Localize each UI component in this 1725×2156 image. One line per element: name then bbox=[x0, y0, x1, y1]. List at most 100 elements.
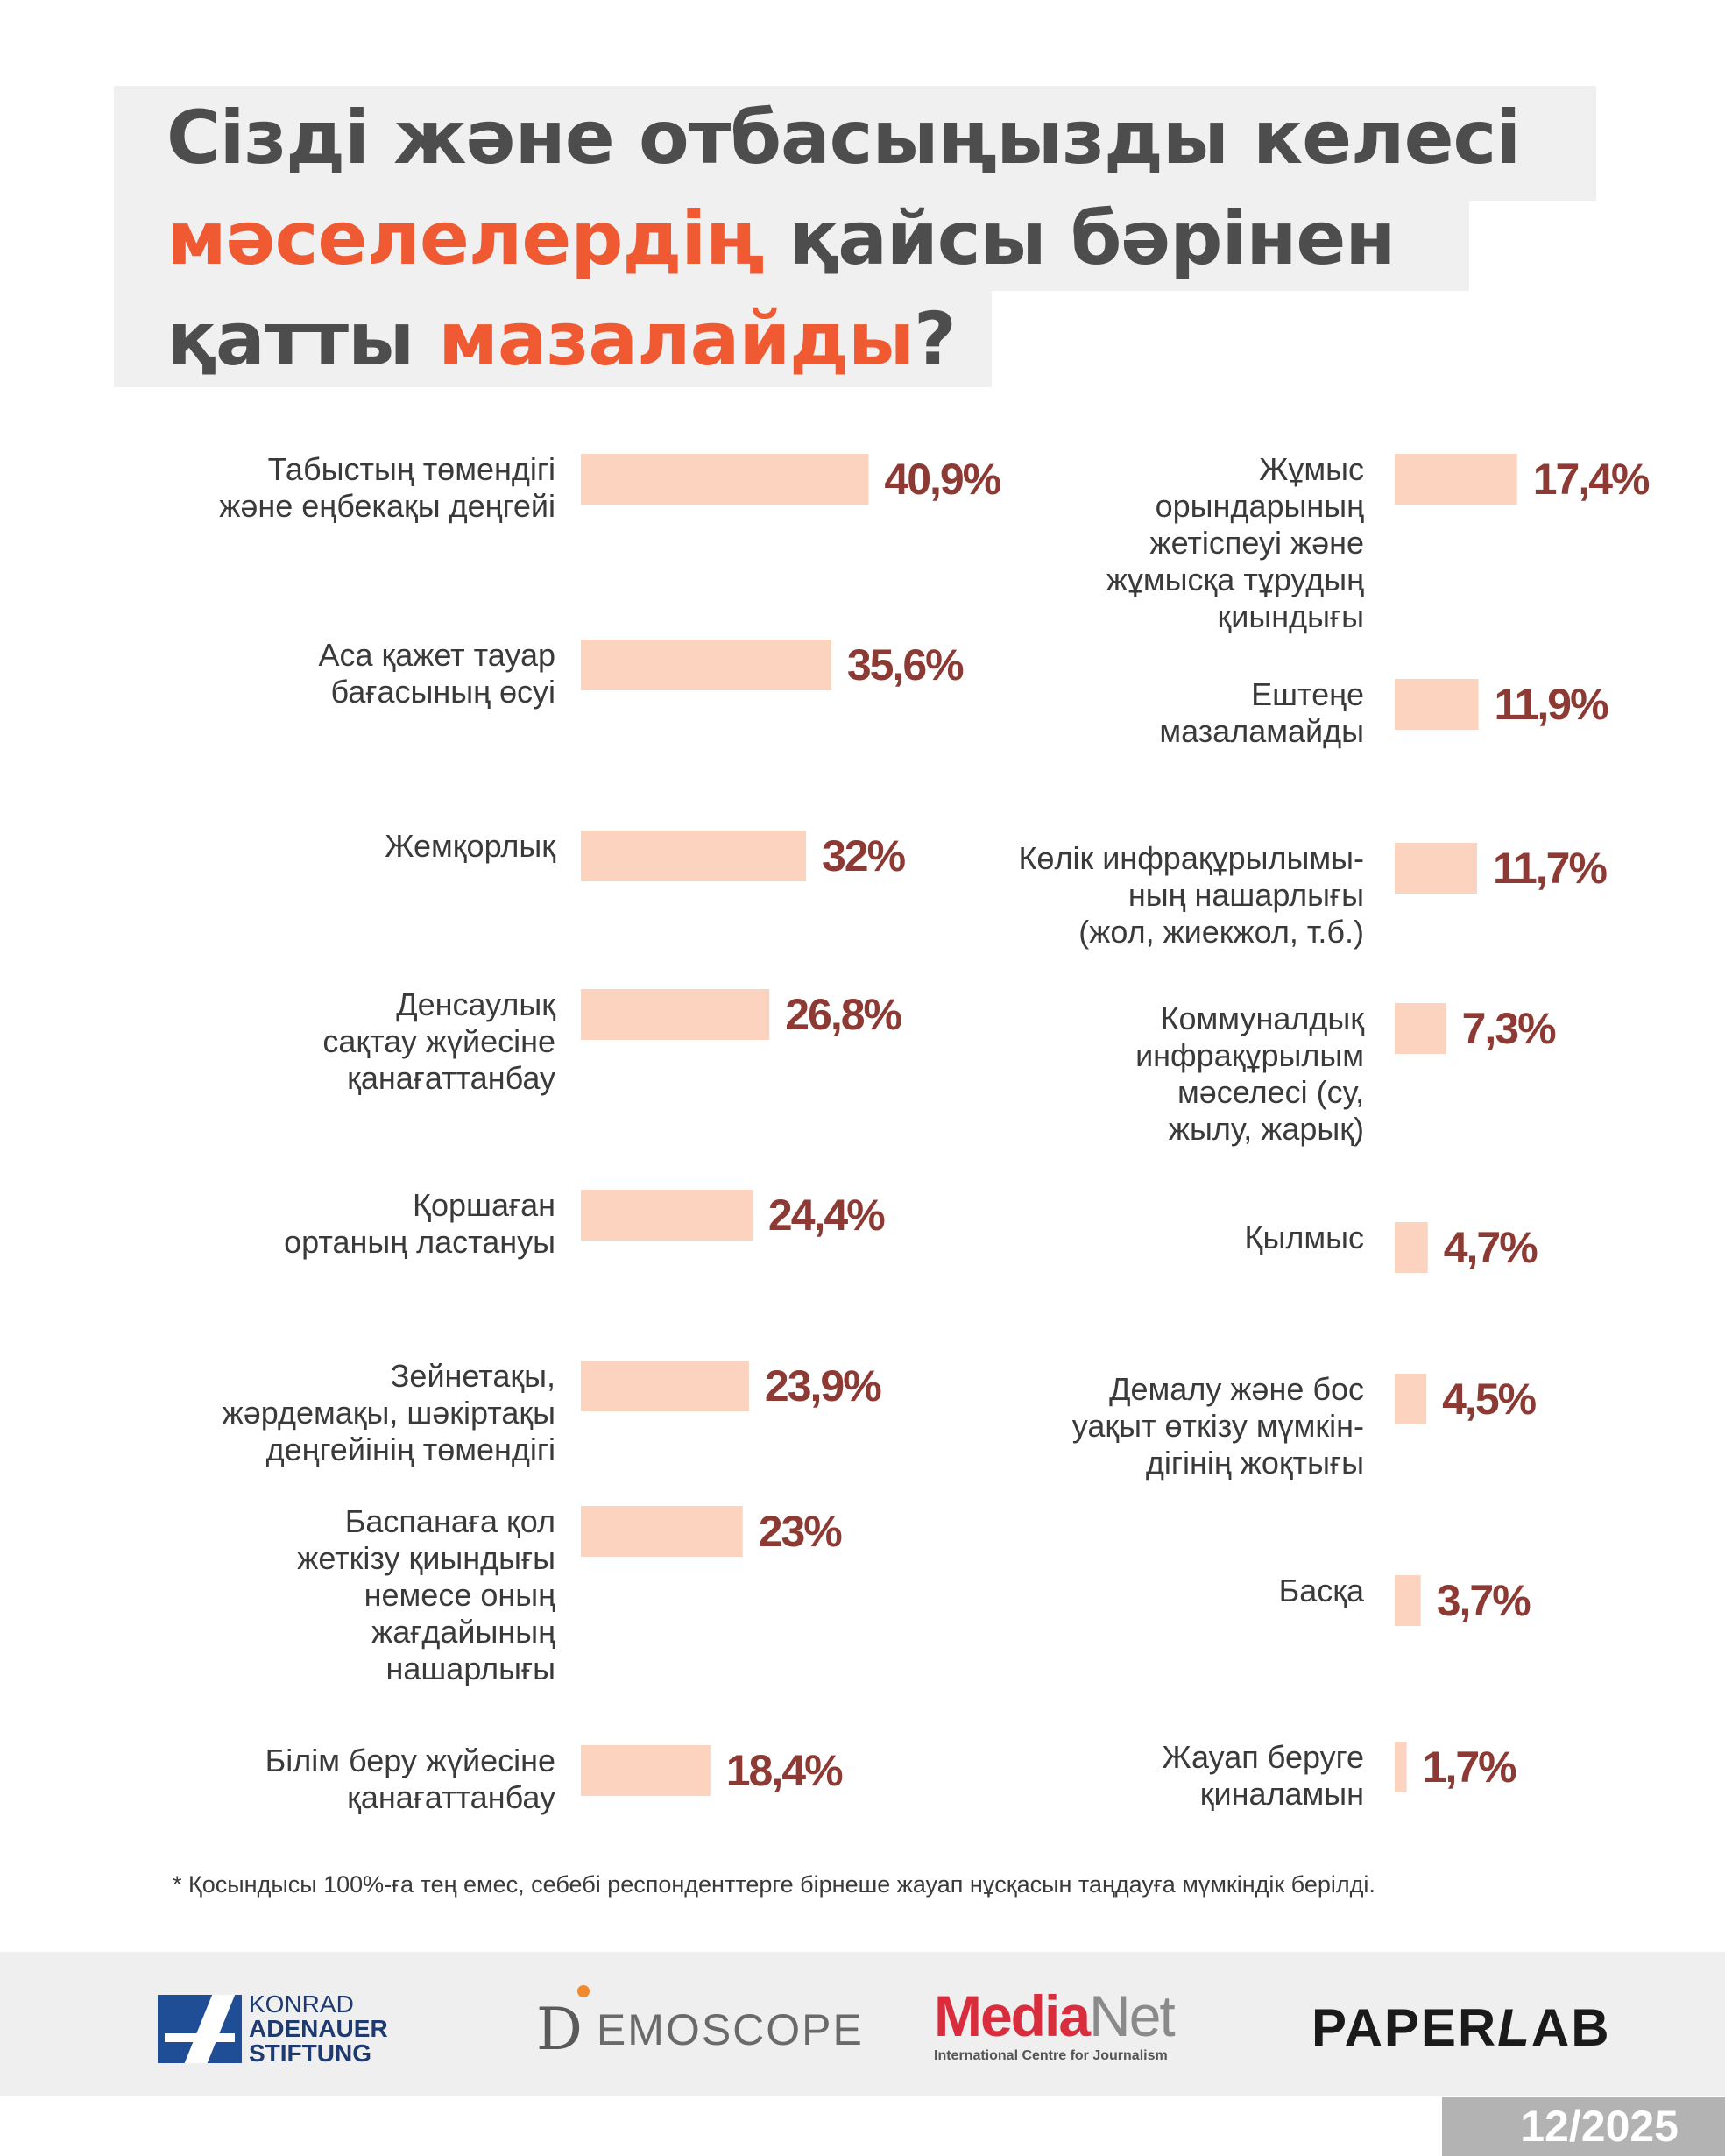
category-label-right-1-line-2: орындарының bbox=[1156, 488, 1364, 524]
medianet-part-2: Net bbox=[1089, 1983, 1176, 2048]
bar-right-4 bbox=[1395, 1003, 1446, 1054]
bar-right-3 bbox=[1395, 843, 1477, 894]
bar-left-8 bbox=[581, 1745, 711, 1796]
category-label-left-4-line-3: қанағаттанбау bbox=[347, 1060, 555, 1096]
title-accent-1: мәселелердің bbox=[166, 195, 765, 281]
value-label-left-8: 18,4% bbox=[726, 1746, 843, 1795]
bar-right-5 bbox=[1395, 1222, 1428, 1273]
category-label-left-7-line-3: немесе оның bbox=[364, 1577, 555, 1613]
medianet-logo: MediaNet International Centre for Journa… bbox=[934, 1983, 1176, 2064]
title-accent-2: мазалайды bbox=[438, 296, 915, 382]
category-label-right-1-line-5: қиындығы bbox=[1217, 598, 1364, 634]
category-label-left-6-line-3: деңгейінің төмендігі bbox=[266, 1431, 555, 1467]
category-label-left-7-line-2: жеткізу қиындығы bbox=[297, 1540, 555, 1576]
category-label-left-4-line-1: Денсаулық bbox=[396, 986, 555, 1022]
value-label-right-4: 7,3% bbox=[1462, 1004, 1557, 1053]
category-label-left-4-line-2: сақтау жүйесіне bbox=[322, 1023, 555, 1059]
value-label-left-7: 23% bbox=[759, 1507, 843, 1556]
value-label-left-2: 35,6% bbox=[847, 640, 964, 689]
category-label-left-2-line-2: бағасының өсуі bbox=[331, 674, 556, 710]
bar-right-7 bbox=[1395, 1575, 1421, 1626]
category-label-left-1-line-1: Табыстың төмендігі bbox=[268, 451, 555, 487]
title-background-2 bbox=[114, 200, 1469, 291]
page-title: Сізді және отбасыңызды келесі мәселелерд… bbox=[166, 88, 1603, 390]
kas-logo: KONRAD ADENAUER STIFTUNG bbox=[158, 1992, 388, 2066]
value-label-right-8: 1,7% bbox=[1423, 1742, 1517, 1792]
category-label-left-6-line-2: жәрдемақы, шәкіртақы bbox=[223, 1395, 555, 1431]
title-line-3-end: ? bbox=[913, 296, 957, 382]
category-label-left-7-line-5: нашарлығы bbox=[386, 1651, 555, 1686]
kas-line-2: ADENAUER bbox=[249, 2015, 388, 2042]
medianet-part-1: Media bbox=[934, 1983, 1091, 2048]
title-line-3-start: қатты bbox=[166, 296, 439, 382]
demoscope-rest: EMOSCOPE bbox=[596, 2004, 864, 2054]
kas-line-3: STIFTUNG bbox=[249, 2039, 371, 2067]
category-label-left-6-line-1: Зейнетақы, bbox=[391, 1358, 555, 1394]
category-label-right-6-line-1: Демалу және бос bbox=[1109, 1371, 1364, 1407]
value-label-right-2: 11,9% bbox=[1495, 680, 1609, 729]
category-label-right-7-line-1: Басқа bbox=[1279, 1573, 1365, 1608]
bar-left-7 bbox=[581, 1506, 743, 1557]
category-label-right-3-line-2: ның нашарлығы bbox=[1128, 877, 1364, 913]
demoscope-dot-icon bbox=[576, 1984, 590, 1997]
demoscope-d: D bbox=[536, 1996, 584, 2063]
date-badge bbox=[1442, 2097, 1725, 2156]
bar-left-2 bbox=[581, 640, 831, 690]
category-label-right-8-line-2: қиналамын bbox=[1200, 1776, 1364, 1812]
value-label-left-5: 24,4% bbox=[768, 1191, 885, 1240]
paperlab-logo: PAPER L AB bbox=[1311, 1997, 1611, 2058]
value-label-right-3: 11,7% bbox=[1493, 844, 1608, 893]
category-label-left-7-line-4: жағдайының bbox=[371, 1614, 555, 1650]
category-label-right-5-line-1: Қылмыс bbox=[1245, 1219, 1364, 1255]
category-label-right-4-line-1: Коммуналдық bbox=[1161, 1000, 1365, 1036]
bar-left-1 bbox=[581, 454, 869, 505]
kas-logo-mark-icon bbox=[158, 1995, 242, 2063]
category-label-left-3-line-1: Жемқорлық bbox=[385, 828, 555, 864]
bar-left-3 bbox=[581, 831, 806, 881]
value-label-left-4: 26,8% bbox=[785, 990, 901, 1039]
footer-logos: KONRAD ADENAUER STIFTUNG D EMOSCOPE Media… bbox=[0, 1952, 1725, 2096]
paperlab-part-2: L bbox=[1497, 1998, 1531, 2057]
bar-left-5 bbox=[581, 1190, 753, 1241]
value-label-right-1: 17,4% bbox=[1533, 455, 1650, 504]
bar-right-8 bbox=[1395, 1742, 1407, 1792]
bar-right-6 bbox=[1395, 1374, 1427, 1424]
footnote: * Қосындысы 100%-ға тең емес, себебі рес… bbox=[173, 1871, 1375, 1898]
category-label-right-1-line-3: жетіспеуі және bbox=[1149, 525, 1364, 561]
kas-line-1: KONRAD bbox=[249, 1990, 354, 2018]
demoscope-logo: D EMOSCOPE bbox=[536, 1984, 864, 2063]
value-label-left-3: 32% bbox=[822, 831, 906, 880]
category-label-right-4-line-2: инфрақұрылым bbox=[1135, 1037, 1364, 1073]
value-label-right-7: 3,7% bbox=[1437, 1576, 1531, 1625]
category-label-right-2-line-1: Ештеңе bbox=[1251, 676, 1364, 712]
title-line-2-rest: қайсы бәрінен bbox=[763, 195, 1396, 281]
category-label-right-1-line-1: Жұмыс bbox=[1259, 451, 1364, 487]
category-label-right-3-line-1: Көлік инфрақұрылымы- bbox=[1018, 840, 1364, 876]
bar-left-6 bbox=[581, 1361, 749, 1411]
category-label-left-5-line-1: Қоршаған bbox=[413, 1187, 555, 1223]
category-label-right-6-line-2: уақыт өткізу мүмкін- bbox=[1072, 1408, 1364, 1444]
category-label-right-6-line-3: дігінің жоқтығы bbox=[1146, 1445, 1364, 1481]
medianet-wordmark: MediaNet bbox=[934, 1983, 1176, 2048]
paperlab-part-1: PAPER bbox=[1311, 1998, 1498, 2057]
title-background-3 bbox=[114, 289, 992, 387]
category-label-right-1-line-4: жұмысқа тұрудың bbox=[1106, 562, 1364, 597]
category-label-left-8-line-2: қанағаттанбау bbox=[347, 1779, 555, 1815]
title-background-1 bbox=[114, 86, 1596, 201]
value-label-left-1: 40,9% bbox=[884, 455, 1000, 504]
medianet-subtitle: International Centre for Journalism bbox=[934, 2048, 1168, 2063]
bar-right-2 bbox=[1395, 679, 1479, 730]
category-label-left-5-line-2: ортаның ластануы bbox=[284, 1224, 555, 1260]
category-label-right-3-line-3: (жол, жиекжол, т.б.) bbox=[1078, 914, 1364, 950]
category-label-left-2-line-1: Аса қажет тауар bbox=[318, 637, 555, 673]
value-label-right-5: 4,7% bbox=[1444, 1223, 1538, 1272]
kas-logo-text: KONRAD ADENAUER STIFTUNG bbox=[249, 1992, 388, 2066]
bar-right-1 bbox=[1395, 454, 1517, 505]
category-label-right-4-line-3: мәселесі (су, bbox=[1177, 1074, 1364, 1110]
date-label: 12/2025 bbox=[1520, 2102, 1679, 2151]
category-label-left-1-line-2: және еңбекақы деңгейі bbox=[219, 488, 555, 524]
bar-left-4 bbox=[581, 989, 770, 1040]
category-label-right-4-line-4: жылу, жарық) bbox=[1169, 1111, 1364, 1147]
